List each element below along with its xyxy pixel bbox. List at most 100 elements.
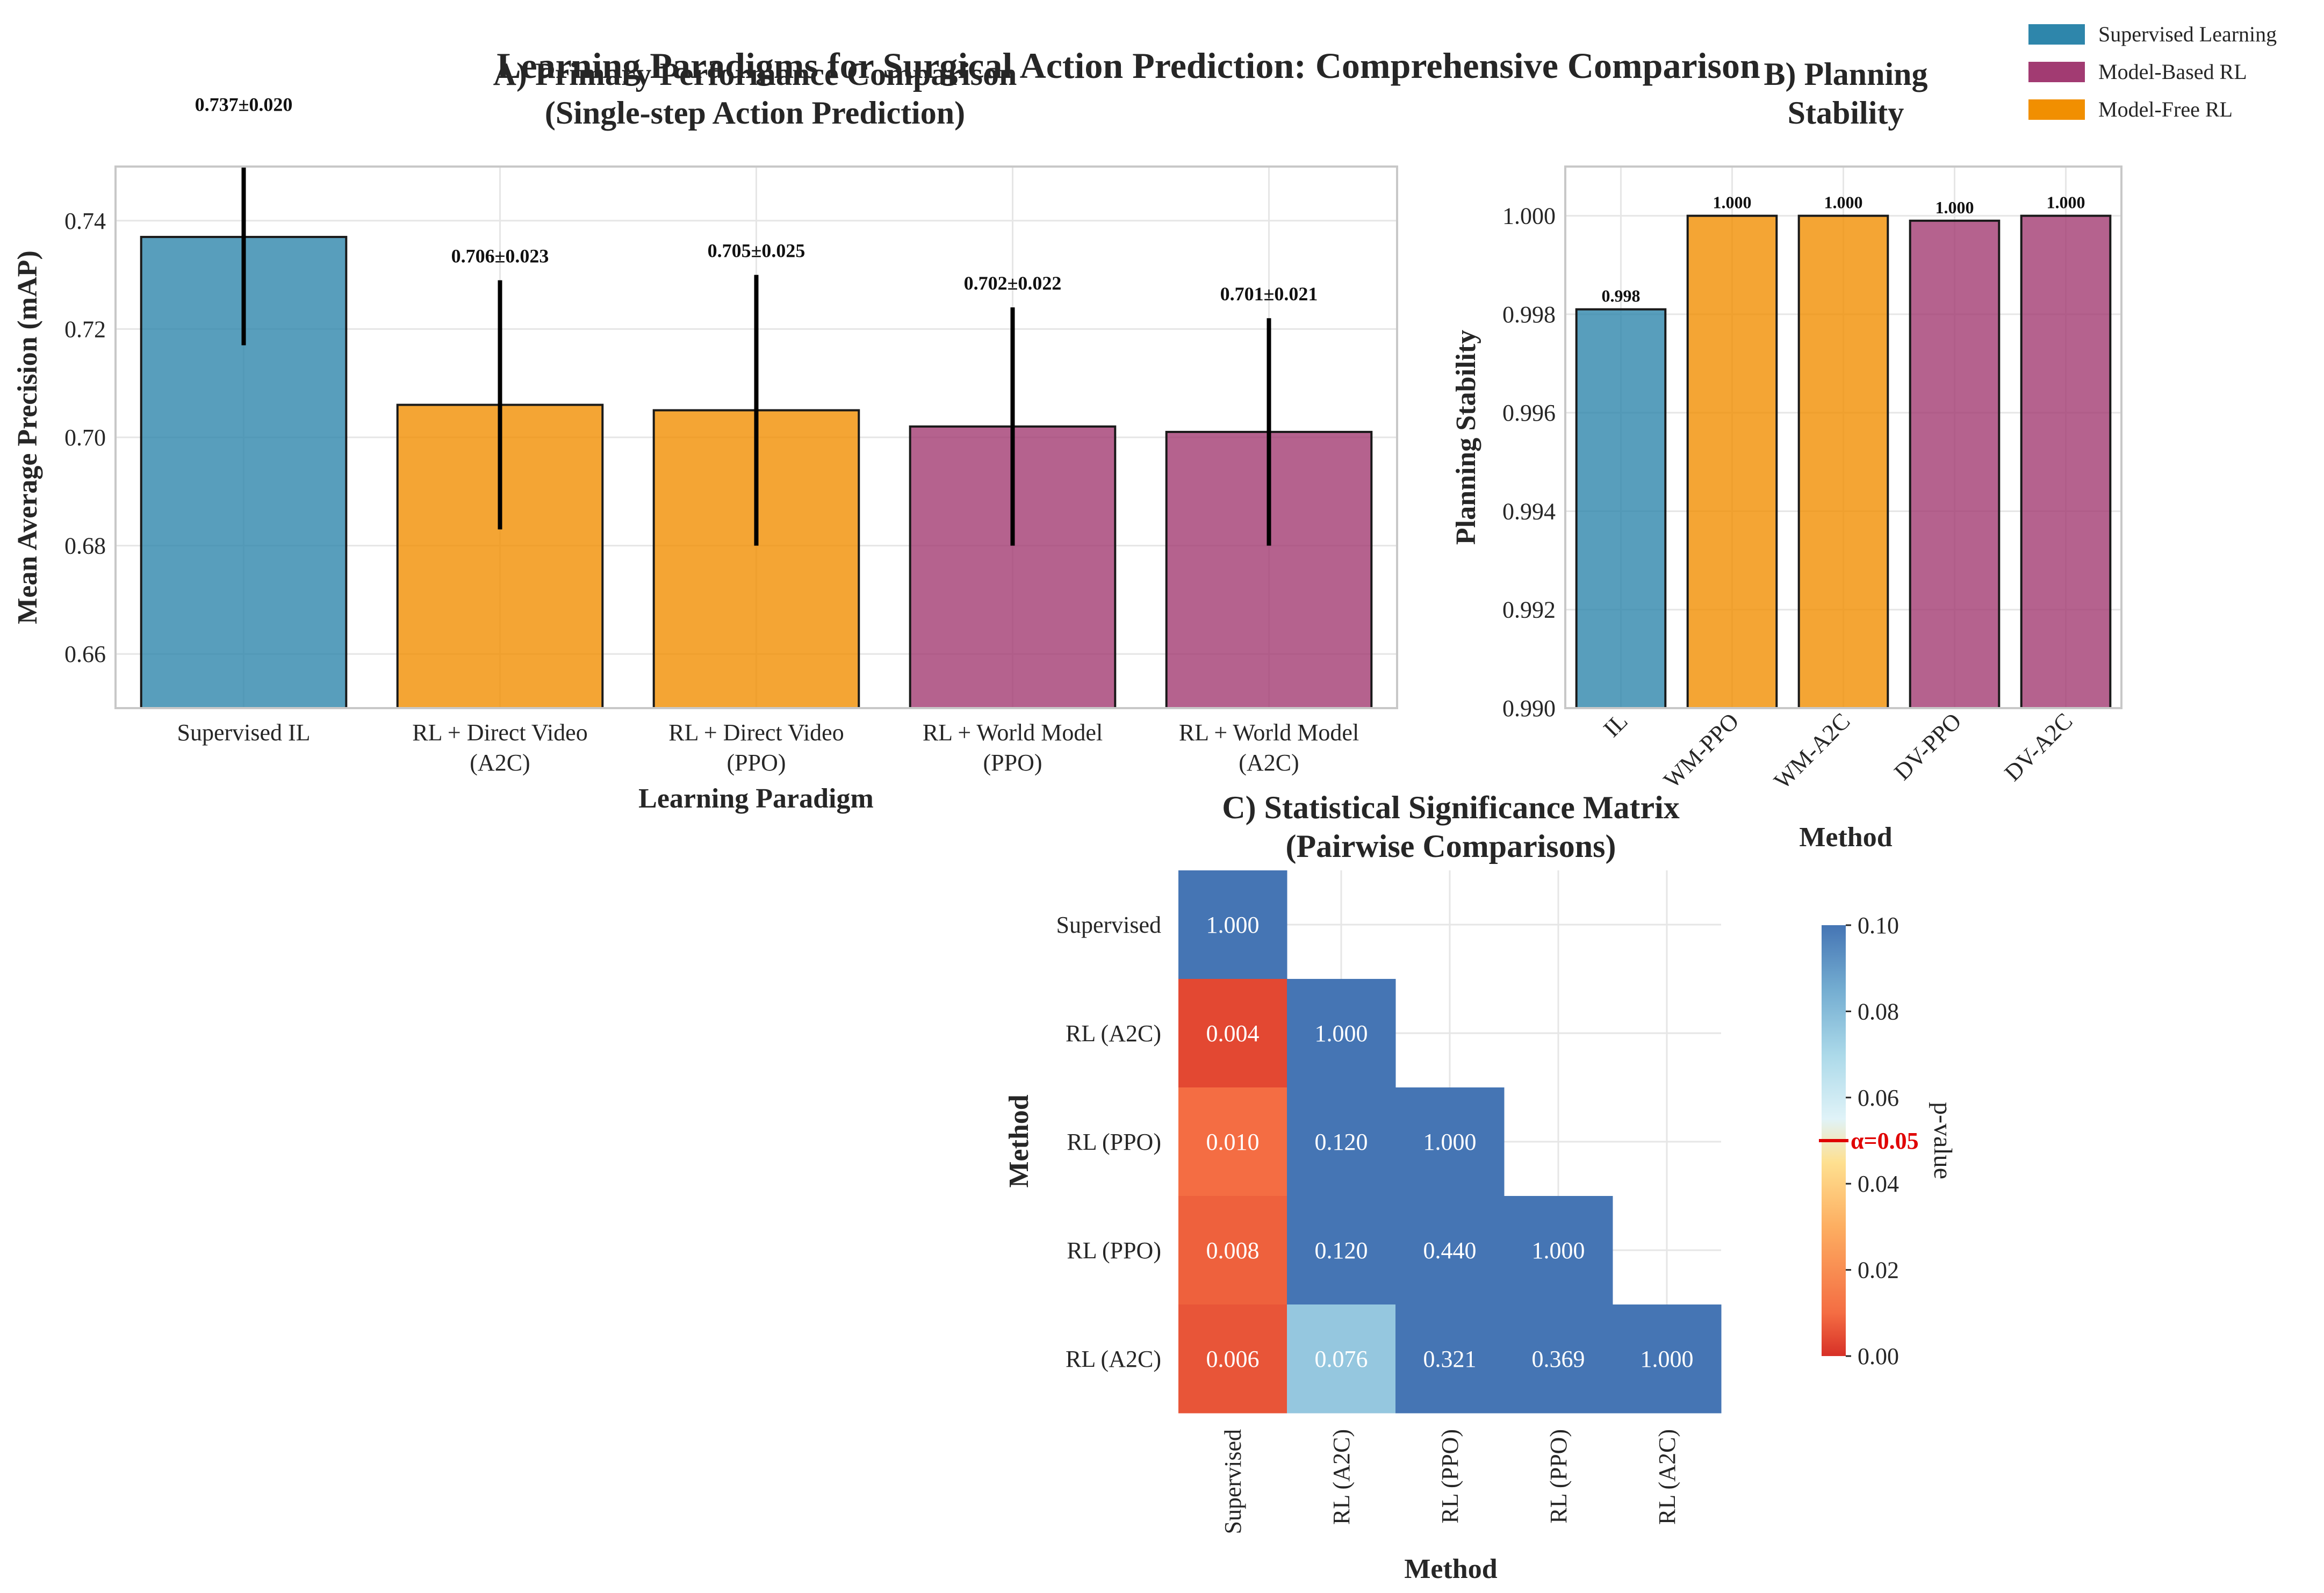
colorbar-tick-label: 0.02 bbox=[1858, 1257, 1899, 1284]
heatmap-cell bbox=[1178, 1087, 1287, 1196]
x-tick-label: WM-A2C bbox=[1769, 708, 1855, 794]
bar bbox=[1575, 308, 1667, 709]
heatmap-cell bbox=[1178, 979, 1287, 1088]
y-tick-label: 1.000 bbox=[1502, 203, 1556, 229]
panel-b: B) Planning Stability 0.998 1.000 1.000 1.00… bbox=[1451, 56, 2122, 853]
panel-a-xlabel: Learning Paradigm bbox=[638, 783, 874, 814]
y-tick-label: 0.994 bbox=[1502, 498, 1556, 524]
y-tick-label: 0.72 bbox=[64, 316, 106, 342]
panel-a-frame bbox=[114, 165, 1398, 709]
data-label: 0.702±0.022 bbox=[964, 272, 1062, 294]
heatmap-cell bbox=[1287, 1087, 1396, 1196]
panel-a-x-ticks: Supervised IL RL + Direct Video (A2C) RL + … bbox=[177, 719, 1359, 776]
panel-a: A) Primary Performance Comparison (Single… bbox=[12, 56, 1398, 814]
data-label: 1.000 bbox=[2047, 193, 2085, 212]
y-tick-label: 0.996 bbox=[1502, 400, 1556, 426]
heatmap-cell bbox=[1613, 1304, 1722, 1414]
panel-c-cells: 1.000 0.004 1.000 0.010 0.120 1.000 0.008 0.120… bbox=[1178, 870, 1722, 1414]
heatmap-cell bbox=[1178, 1304, 1287, 1414]
legend-label: Model-Free RL bbox=[2098, 97, 2233, 121]
y-tick-label: 0.998 bbox=[1502, 301, 1556, 328]
y-tick-label: 0.70 bbox=[64, 424, 106, 451]
cell-value: 0.120 bbox=[1315, 1237, 1368, 1264]
row-label: RL (PPO) bbox=[1067, 1129, 1161, 1155]
data-label: 0.701±0.021 bbox=[1220, 283, 1318, 305]
x-tick-label: RL + World Model (PPO) bbox=[923, 719, 1103, 776]
col-label: Supervised bbox=[1220, 1429, 1246, 1534]
cell-value: 0.321 bbox=[1423, 1346, 1477, 1372]
panel-b-xlabel: Method bbox=[1799, 822, 1892, 853]
row-label: RL (A2C) bbox=[1066, 1020, 1161, 1047]
cell-value: 0.120 bbox=[1315, 1129, 1368, 1155]
x-tick-label: WM-PPO bbox=[1658, 708, 1744, 793]
colorbar-ticks: 0.00 0.02 0.04 0.06 0.08 0.10 bbox=[1846, 912, 1899, 1369]
panel-c: C) Statistical Significance Matrix (Pairw… bbox=[1004, 790, 1957, 1584]
x-tick-label: RL + Direct Video (PPO) bbox=[668, 719, 844, 776]
heatmap-cell bbox=[1395, 1196, 1505, 1305]
bar bbox=[1909, 219, 2001, 709]
panel-b-y-ticks: 0.990 0.992 0.994 0.996 0.998 1.000 bbox=[1502, 203, 1556, 722]
col-label: RL (PPO) bbox=[1545, 1429, 1572, 1524]
legend-swatch bbox=[2028, 62, 2085, 82]
panel-b-data-labels: 0.998 1.000 1.000 1.000 1.000 bbox=[1602, 193, 2085, 306]
colorbar-alpha-label: α=0.05 bbox=[1851, 1128, 1919, 1154]
panel-a-error-bars bbox=[241, 167, 1271, 546]
heatmap-cell bbox=[1287, 979, 1396, 1088]
bar bbox=[1797, 214, 1889, 709]
data-label: 0.998 bbox=[1602, 286, 1641, 306]
data-label: 1.000 bbox=[1713, 193, 1752, 212]
cell-value: 0.004 bbox=[1206, 1020, 1260, 1047]
col-label: RL (A2C) bbox=[1654, 1429, 1680, 1525]
panel-c-title: C) Statistical Significance Matrix (Pairw… bbox=[1222, 790, 1680, 864]
colorbar-tick-label: 0.08 bbox=[1858, 998, 1899, 1025]
x-tick-label: RL + Direct Video (A2C) bbox=[412, 719, 587, 776]
y-tick-label: 0.74 bbox=[64, 208, 106, 234]
cell-value: 0.076 bbox=[1315, 1346, 1368, 1372]
legend-swatch bbox=[2028, 24, 2085, 45]
x-tick-label: DV-A2C bbox=[1999, 708, 2078, 786]
row-label: RL (PPO) bbox=[1067, 1237, 1161, 1264]
legend-swatch bbox=[2028, 99, 2085, 120]
x-tick-label: Supervised IL bbox=[177, 719, 310, 746]
cell-value: 1.000 bbox=[1315, 1020, 1368, 1047]
data-label: 0.737±0.020 bbox=[195, 93, 293, 115]
legend: Supervised Learning Model-Based RL Model-F… bbox=[2028, 22, 2277, 121]
heatmap-cell bbox=[1504, 1196, 1613, 1305]
legend-label: Supervised Learning bbox=[2098, 22, 2277, 46]
cell-value: 1.000 bbox=[1423, 1129, 1477, 1155]
data-label: 1.000 bbox=[1824, 193, 1863, 212]
colorbar: 0.00 0.02 0.04 0.06 0.08 0.10 α=0.05 p-value bbox=[1819, 912, 1957, 1369]
col-label: RL (A2C) bbox=[1328, 1429, 1355, 1525]
row-label: RL (A2C) bbox=[1066, 1346, 1161, 1372]
row-label: Supervised bbox=[1056, 912, 1161, 938]
colorbar-tick-label: 0.10 bbox=[1858, 912, 1899, 939]
figure-suptitle: Learning Paradigms for Surgical Action P… bbox=[497, 45, 1760, 86]
heatmap-cell bbox=[1395, 1087, 1505, 1196]
x-tick-label: DV-PPO bbox=[1889, 708, 1966, 785]
x-tick-label: IL bbox=[1599, 708, 1633, 742]
col-label: RL (PPO) bbox=[1437, 1429, 1463, 1524]
panel-c-col-labels: Supervised RL (A2C) RL (PPO) RL (PPO) RL (A2… bbox=[1220, 1429, 1680, 1534]
bar bbox=[1686, 214, 1778, 709]
panel-c-row-labels: Supervised RL (A2C) RL (PPO) RL (PPO) RL (A2… bbox=[1056, 912, 1161, 1372]
heatmap-cell bbox=[1395, 1304, 1505, 1414]
panel-a-title: A) Primary Performance Comparison (Single… bbox=[493, 56, 1017, 131]
colorbar-tick-label: 0.06 bbox=[1858, 1085, 1899, 1111]
panel-b-title: B) Planning Stability bbox=[1764, 56, 1927, 131]
heatmap-cell bbox=[1287, 1196, 1396, 1305]
cell-value: 0.369 bbox=[1532, 1346, 1585, 1372]
y-tick-label: 0.66 bbox=[64, 641, 106, 667]
panel-c-ylabel: Method bbox=[1004, 1094, 1034, 1187]
heatmap-cell bbox=[1504, 1304, 1613, 1414]
panel-b-frame bbox=[1564, 165, 2122, 709]
cell-value: 1.000 bbox=[1641, 1346, 1694, 1372]
heatmap-cell bbox=[1178, 1196, 1287, 1305]
panel-b-bars bbox=[1575, 214, 2112, 709]
panel-c-xlabel: Method bbox=[1404, 1554, 1497, 1584]
cell-value: 1.000 bbox=[1532, 1237, 1585, 1264]
panel-a-y-ticks: 0.66 0.68 0.70 0.72 0.74 bbox=[64, 208, 106, 667]
colorbar-label: p-value bbox=[1929, 1102, 1957, 1179]
cell-value: 0.006 bbox=[1206, 1346, 1260, 1372]
data-label: 0.705±0.025 bbox=[708, 240, 805, 262]
